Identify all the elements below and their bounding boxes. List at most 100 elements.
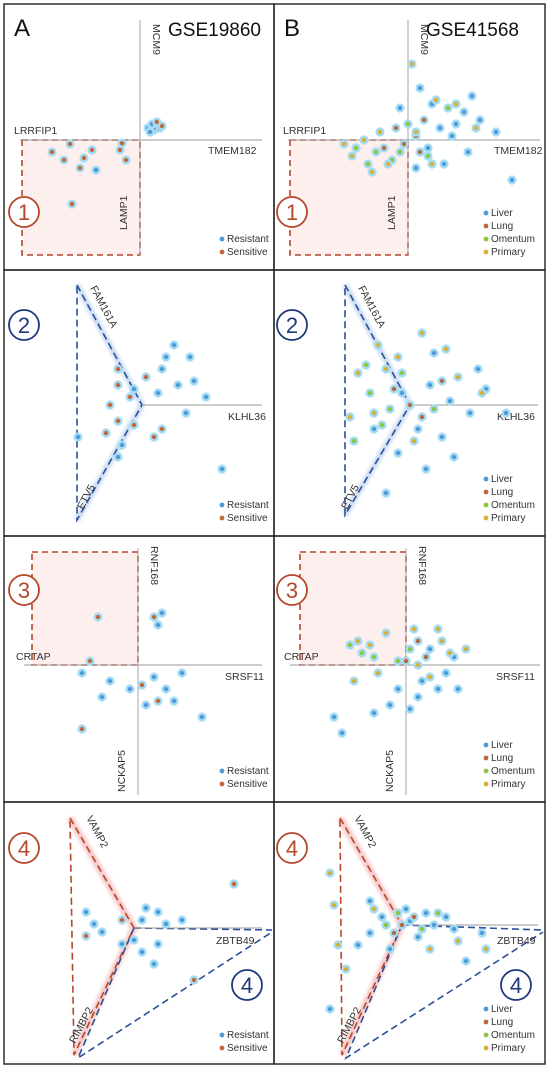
point-b2-liver-14 xyxy=(473,364,483,374)
point-a2-resistant-8 xyxy=(73,432,83,442)
point-a3-resistant-1 xyxy=(153,620,163,630)
legend-label-a2-sensitive: Sensitive xyxy=(227,513,268,524)
row3-axis-labels: SRSF11 CRTAP RNF168 NCKAP5 SRSF11 CRTAP … xyxy=(16,546,535,792)
legend-label-b4-lung: Lung xyxy=(491,1017,513,1028)
row3-a-region-fill xyxy=(32,552,138,665)
point-b2-primary-10 xyxy=(381,364,391,374)
point-b2-primary-4 xyxy=(369,408,379,418)
legend-label-b2-omentum: Omentum xyxy=(491,500,535,511)
point-b1-primary-4 xyxy=(407,59,417,69)
badge-circle-b2 xyxy=(276,309,308,341)
legend-marker-b1-omentum xyxy=(483,236,489,242)
point-b4-liver-10 xyxy=(461,956,471,966)
scatter-points xyxy=(47,59,517,1014)
point-b1-primary-3 xyxy=(383,159,393,169)
point-a3-resistant-4 xyxy=(97,692,107,702)
point-a2-sensitive-2 xyxy=(125,392,135,402)
point-a4-resistant-2 xyxy=(153,907,163,917)
legend-marker-a3-sensitive xyxy=(219,781,225,787)
point-b4-lung-1 xyxy=(409,912,419,922)
point-b2-lung-2 xyxy=(389,384,399,394)
point-a3-resistant-11 xyxy=(177,668,187,678)
point-a2-resistant-13 xyxy=(161,352,171,362)
point-b3-omentum-1 xyxy=(357,648,367,658)
point-b4-primary-0 xyxy=(325,868,335,878)
point-b4-primary-4 xyxy=(453,936,463,946)
point-b1-omentum-4 xyxy=(351,143,361,153)
badge-label-b4-blue: 4 xyxy=(510,973,522,998)
row4-b-blue-wedge xyxy=(344,924,544,1061)
point-b2-primary-3 xyxy=(353,368,363,378)
badge-circle-a3 xyxy=(8,574,40,606)
badge-circle-a1 xyxy=(8,196,40,228)
point-b4-primary-3 xyxy=(341,964,351,974)
point-a2-sensitive-1 xyxy=(113,380,123,390)
legend-marker-a3-resistant xyxy=(219,768,225,774)
legend-marker-a1-sensitive xyxy=(219,249,225,255)
point-b1-omentum-3 xyxy=(423,151,433,161)
point-b4-liver-5 xyxy=(413,932,423,942)
point-b2-liver-1 xyxy=(445,396,455,406)
row3-b-y-pos-label: RNF168 xyxy=(416,546,428,585)
point-a2-resistant-5 xyxy=(153,388,163,398)
legend-marker-b3-lung xyxy=(483,755,489,761)
point-a2-resistant-0 xyxy=(157,364,167,374)
point-a3-resistant-7 xyxy=(169,696,179,706)
point-b1-liver-7 xyxy=(447,131,457,141)
point-a2-sensitive-3 xyxy=(105,400,115,410)
point-b2-primary-1 xyxy=(393,352,403,362)
point-b1-liver-12 xyxy=(491,127,501,137)
point-b1-omentum-6 xyxy=(443,103,453,113)
point-a3-resistant-8 xyxy=(197,712,207,722)
point-b4-primary-5 xyxy=(369,904,379,914)
point-a4-resistant-9 xyxy=(89,919,99,929)
point-a3-resistant-2 xyxy=(77,668,87,678)
point-b4-omentum-2 xyxy=(393,908,403,918)
point-b1-primary-10 xyxy=(339,139,349,149)
point-b4-liver-8 xyxy=(401,904,411,914)
point-a3-sensitive-5 xyxy=(85,656,95,666)
point-b1-omentum-7 xyxy=(395,147,405,157)
point-b3-omentum-2 xyxy=(369,652,379,662)
point-b3-lung-1 xyxy=(421,652,431,662)
row1-b-x-neg-label: LRRFIP1 xyxy=(283,125,326,137)
row3-b-y-neg-label: NCKAP5 xyxy=(384,750,396,792)
point-a3-resistant-5 xyxy=(149,672,159,682)
row2-regions xyxy=(74,283,414,524)
point-a3-sensitive-4 xyxy=(77,724,87,734)
point-a1-resistant-3 xyxy=(145,127,155,137)
legend-marker-b1-lung xyxy=(483,223,489,229)
point-a3-resistant-6 xyxy=(161,684,171,694)
point-a4-resistant-7 xyxy=(149,959,159,969)
legend-marker-b4-liver xyxy=(483,1006,489,1012)
region-badges: 1 1 2 2 3 3 4 4 4 4 xyxy=(8,196,532,1001)
point-b3-liver-12 xyxy=(405,704,415,714)
legend-marker-b3-liver xyxy=(483,742,489,748)
point-a4-sensitive-0 xyxy=(117,915,127,925)
point-b1-primary-0 xyxy=(375,127,385,137)
badge-circle-b4-blue xyxy=(500,969,532,1001)
point-a2-resistant-11 xyxy=(217,464,227,474)
point-b2-omentum-5 xyxy=(361,360,371,370)
point-b4-liver-11 xyxy=(365,896,375,906)
point-a1-sensitive-4 xyxy=(65,139,75,149)
point-b1-lung-4 xyxy=(391,123,401,133)
legend-label-b1-liver: Liver xyxy=(491,208,513,219)
legend-marker-a4-sensitive xyxy=(219,1045,225,1051)
point-a1-sensitive-2 xyxy=(152,117,162,127)
row2-a-down-label: ETV5 xyxy=(75,482,98,511)
point-b4-primary-1 xyxy=(329,900,339,910)
point-a4-resistant-12 xyxy=(177,915,187,925)
point-b3-liver-3 xyxy=(413,692,423,702)
point-b4-liver-12 xyxy=(421,908,431,918)
point-b3-primary-7 xyxy=(373,668,383,678)
point-b1-liver-3 xyxy=(475,115,485,125)
point-b1-liver-13 xyxy=(467,91,477,101)
point-b2-liver-3 xyxy=(413,424,423,434)
legend-marker-b1-primary xyxy=(483,249,489,255)
badge-label-a3: 3 xyxy=(18,578,30,603)
point-a4-resistant-10 xyxy=(153,939,163,949)
legend-label-b1-primary: Primary xyxy=(491,247,525,258)
legend-label-b2-primary: Primary xyxy=(491,513,525,524)
point-b1-liver-2 xyxy=(439,159,449,169)
